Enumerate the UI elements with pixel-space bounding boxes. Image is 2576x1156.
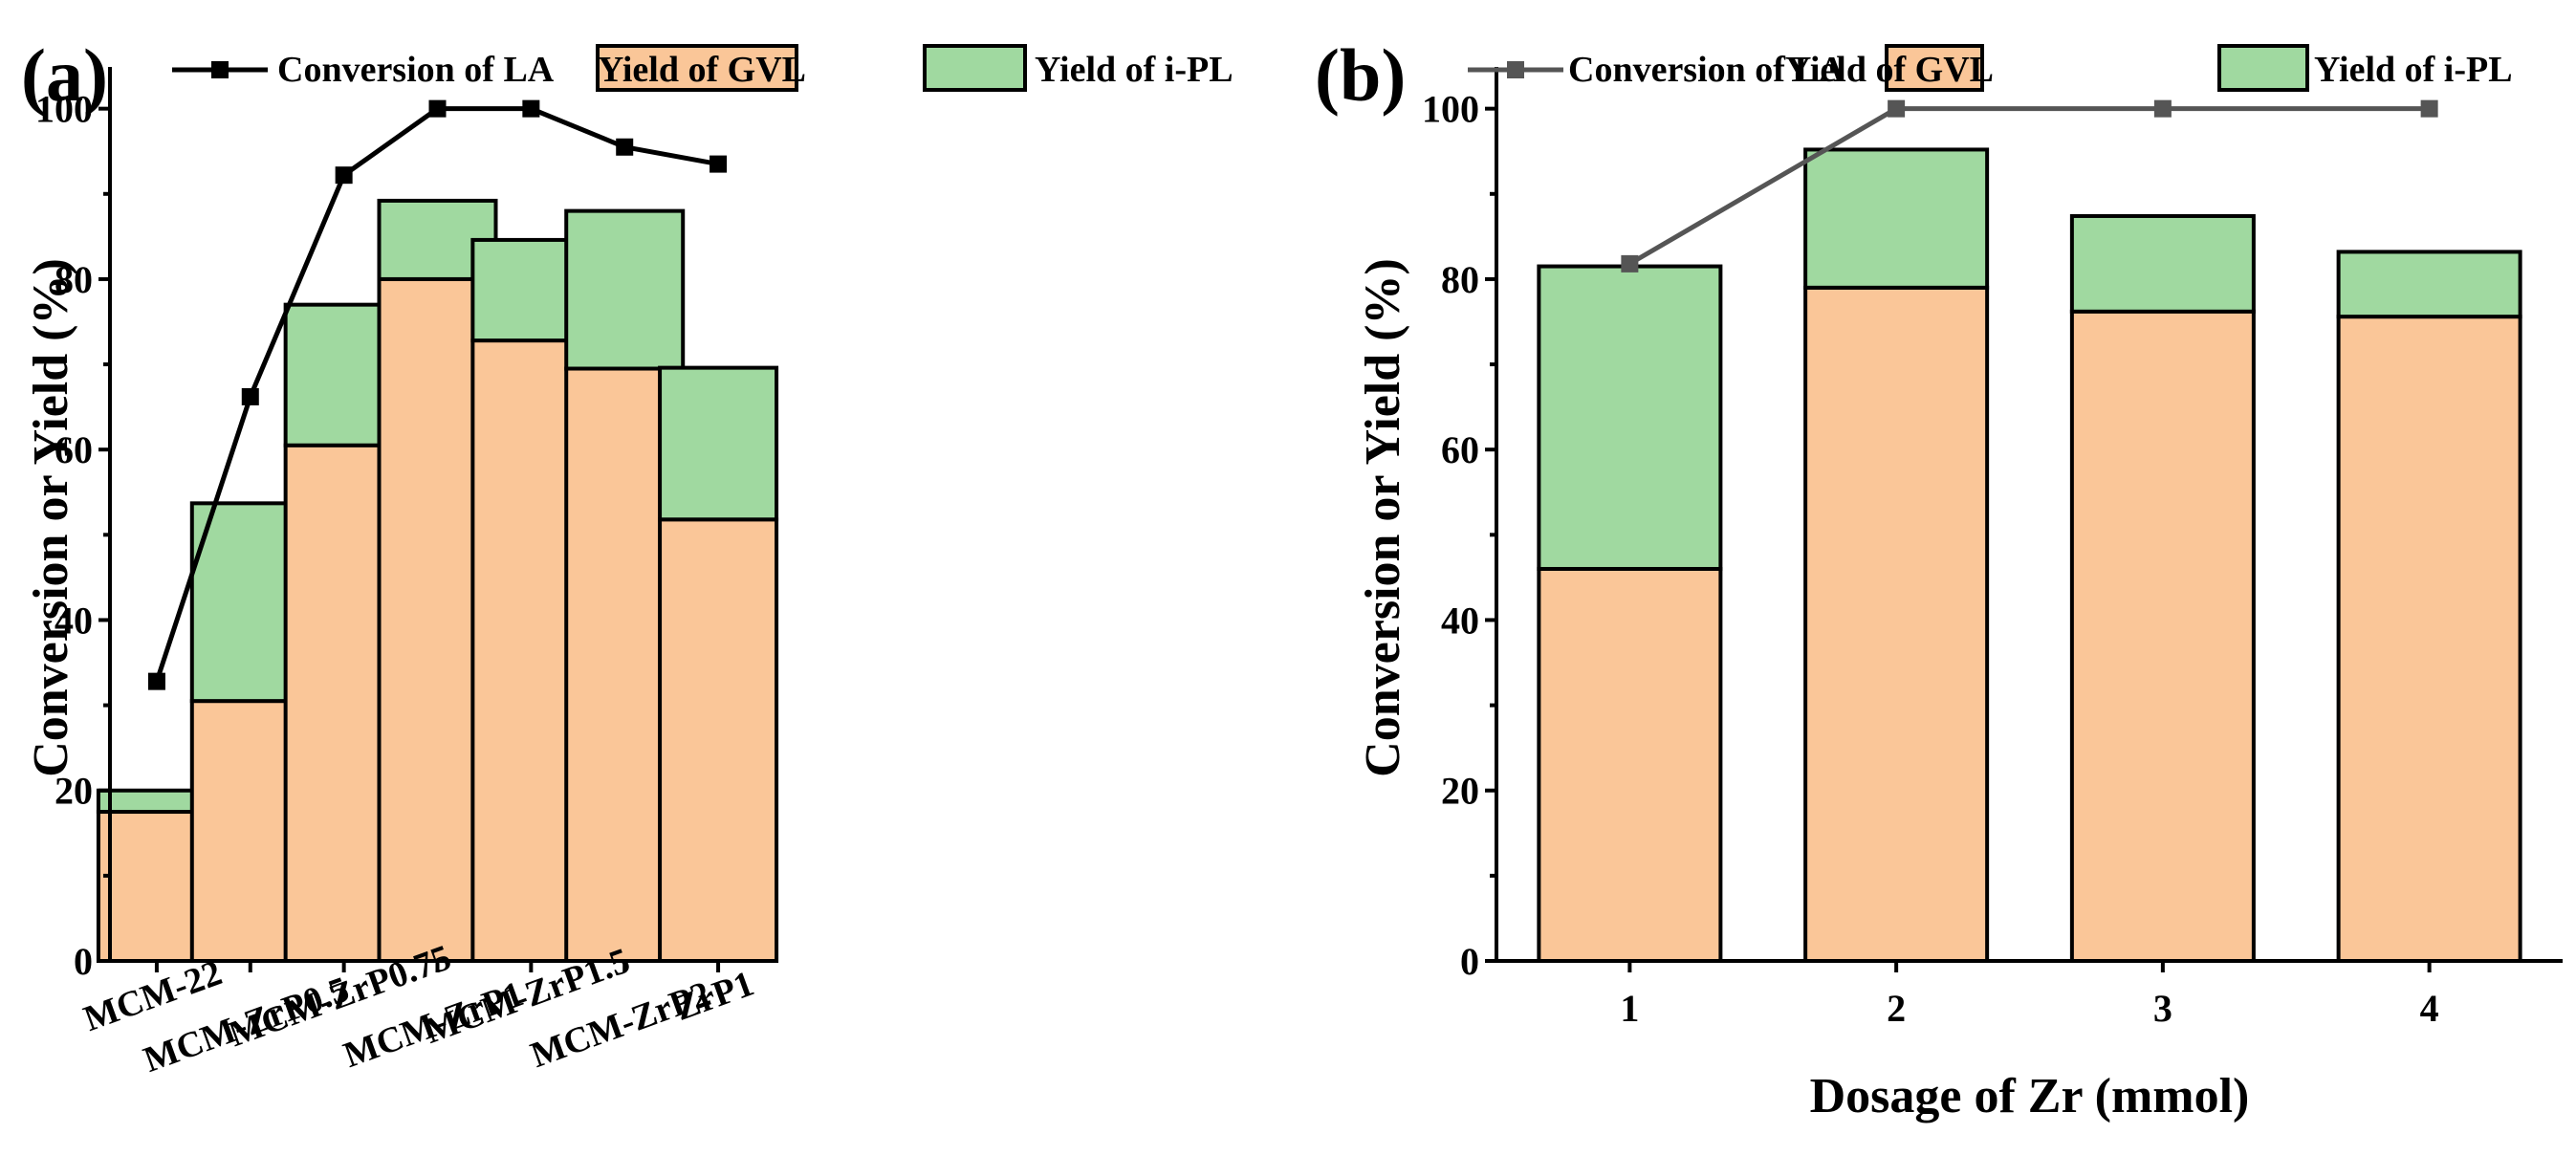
- panel-label: (b): [1315, 33, 1406, 117]
- legend-label-ipl: Yield of i-PL: [1035, 50, 1233, 90]
- conversion-point-6: [709, 155, 728, 173]
- legend-swatch-ipl: [923, 44, 1027, 92]
- legend-swatch-gvl: [1885, 44, 1984, 92]
- conversion-point-2: [335, 166, 353, 185]
- bar-yield-gvl-3: [2336, 315, 2522, 963]
- x-tick-label: 1: [1620, 987, 1639, 1030]
- bar-yield-ipl-6: [658, 365, 779, 522]
- bar-yield-ipl-1: [1803, 147, 1990, 290]
- legend-swatch-ipl: [2217, 44, 2309, 92]
- chart-panel-b: (b) 0 20 40 60 80 100 1 2 3 4 Conversion or Yield (…: [1315, 33, 2563, 1123]
- y-tick-label: 0: [74, 940, 93, 983]
- conversion-point-4: [522, 99, 540, 118]
- conversion-point-2: [2153, 99, 2172, 118]
- y-axis-label: Conversion or Yield (%): [1356, 258, 1410, 777]
- y-tick-label: 60: [1441, 428, 1479, 471]
- bar-yield-gvl-6: [658, 517, 779, 964]
- legend-label-ipl: Yield of i-PL: [2314, 50, 2513, 90]
- panel-label: (a): [21, 33, 108, 117]
- legend: Conversion of LA Yield of GVL Yield of i-P…: [172, 44, 1233, 92]
- y-tick-label: 40: [55, 599, 93, 642]
- conversion-point-5: [616, 138, 634, 156]
- chart-panel-a: (a)020406080100MCM-22MCM-ZrP0.5MCM-ZrP0.…: [21, 33, 1233, 1080]
- y-tick-label: 0: [1460, 940, 1479, 983]
- legend-swatch-gvl: [596, 44, 798, 92]
- y-axis-label: Conversion or Yield (%): [24, 258, 78, 777]
- conversion-point-3: [2420, 99, 2438, 118]
- bar-yield-ipl-2: [2069, 213, 2256, 314]
- legend-marker-conversion: [1507, 61, 1524, 78]
- conversion-point-1: [241, 387, 259, 405]
- legend-label-gvl: Yield of GVL: [1785, 50, 1994, 90]
- conversion-point-1: [1888, 99, 1906, 118]
- x-tick-label: 2: [1887, 987, 1906, 1030]
- x-axis-label: Dosage of Zr (mmol): [1810, 1069, 2250, 1123]
- legend-label-conversion: Conversion of LA: [277, 50, 555, 90]
- y-tick-label: 100: [1422, 88, 1479, 131]
- y-tick-label: 20: [1441, 770, 1479, 813]
- y-tick-label: 80: [55, 258, 93, 301]
- y-tick-label: 40: [1441, 599, 1479, 642]
- y-tick-label: 60: [55, 428, 93, 471]
- x-tick-label: ZrP1: [669, 964, 759, 1029]
- bar-yield-gvl-0: [1537, 566, 1723, 963]
- bar-yield-gvl-2: [2069, 309, 2256, 963]
- y-tick-label: 80: [1441, 258, 1479, 301]
- x-tick-label: 4: [2420, 987, 2439, 1030]
- conversion-point-3: [428, 99, 447, 118]
- x-tick-label: 3: [2153, 987, 2172, 1030]
- bar-yield-gvl-1: [1803, 285, 1990, 963]
- legend-marker-conversion: [211, 61, 229, 78]
- legend-label-conversion: Conversion of LA: [1568, 50, 1845, 90]
- y-tick-label: 100: [35, 88, 93, 131]
- conversion-point-0: [1621, 254, 1639, 273]
- bar-yield-ipl-5: [564, 208, 686, 371]
- bar-yield-ipl-0: [1537, 264, 1723, 571]
- bar-yield-ipl-3: [2336, 250, 2522, 319]
- y-tick-label: 20: [55, 770, 93, 813]
- conversion-line: [1628, 106, 2430, 267]
- conversion-point-0: [147, 672, 165, 690]
- legend-label-gvl: Yield of GVL: [598, 50, 806, 90]
